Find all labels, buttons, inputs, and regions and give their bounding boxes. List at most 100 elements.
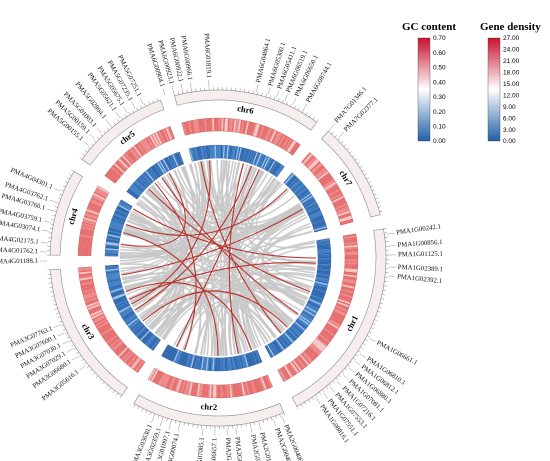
gc-bin bbox=[312, 341, 324, 352]
density-bin bbox=[150, 166, 160, 178]
gc-bin bbox=[85, 298, 99, 305]
legend-tick-label: 9.00 bbox=[503, 104, 516, 111]
ideogram-tick bbox=[156, 98, 158, 102]
gene-tick bbox=[40, 242, 48, 244]
legend-tick-label: 0.20 bbox=[433, 109, 446, 116]
gc-bin bbox=[237, 119, 242, 133]
gc-bin bbox=[342, 282, 356, 288]
density-bin bbox=[225, 145, 228, 159]
ideogram-tick bbox=[51, 295, 55, 297]
density-bin bbox=[135, 326, 146, 337]
synteny-link bbox=[120, 245, 213, 356]
gc-bin bbox=[81, 226, 95, 231]
gc-bin bbox=[275, 132, 283, 146]
gc-bin bbox=[118, 158, 129, 169]
density-bin bbox=[252, 151, 259, 165]
gene-tick bbox=[177, 424, 180, 432]
ideogram-tick bbox=[279, 414, 281, 418]
ideogram-tick bbox=[378, 206, 382, 208]
density-bin bbox=[135, 179, 147, 190]
density-bin bbox=[115, 208, 128, 216]
chromosome-label: chr1 bbox=[344, 314, 360, 333]
density-bin bbox=[281, 334, 291, 346]
synteny-link bbox=[136, 184, 183, 314]
gc-bin bbox=[236, 119, 240, 133]
gc-bin bbox=[150, 134, 159, 147]
density-bin bbox=[138, 176, 149, 187]
density-bin bbox=[235, 146, 240, 160]
ideogram-band bbox=[81, 99, 165, 166]
ideogram-tick bbox=[132, 109, 135, 113]
gc-bin bbox=[196, 119, 200, 133]
density-bin bbox=[141, 173, 152, 185]
gc-bin bbox=[95, 188, 108, 197]
density-bin bbox=[188, 148, 194, 162]
ideogram-tick bbox=[377, 311, 381, 313]
highlighted-link bbox=[200, 161, 282, 334]
gc-bin bbox=[319, 332, 332, 342]
gc-bin bbox=[335, 305, 348, 313]
density-bin bbox=[233, 146, 237, 160]
gc-bin bbox=[220, 384, 223, 398]
gc-bin bbox=[272, 131, 280, 144]
density-colorbar bbox=[487, 37, 501, 142]
density-bin bbox=[250, 352, 257, 365]
density-bin bbox=[157, 162, 166, 174]
gc-bin bbox=[82, 220, 96, 226]
ideogram-tick bbox=[305, 112, 308, 115]
density-bin bbox=[139, 175, 150, 187]
gene-tick bbox=[168, 422, 172, 430]
gc-bin bbox=[316, 337, 328, 347]
density-bin bbox=[186, 354, 192, 367]
gc-bin bbox=[215, 384, 218, 398]
gc-bin bbox=[293, 358, 303, 371]
density-bin bbox=[205, 145, 209, 159]
density-bin bbox=[230, 357, 234, 371]
gc-bin bbox=[339, 294, 353, 300]
density-bin bbox=[241, 354, 247, 368]
gc-bin bbox=[344, 244, 358, 248]
density-bin bbox=[261, 156, 269, 169]
gc-bin bbox=[104, 174, 117, 184]
density-bin bbox=[113, 213, 126, 221]
density-bin bbox=[268, 343, 277, 356]
gc-bin bbox=[86, 207, 100, 214]
density-bin bbox=[152, 165, 162, 177]
ideogram-tick bbox=[84, 150, 88, 153]
gc-bin bbox=[311, 342, 323, 353]
density-bin bbox=[134, 180, 146, 191]
ideogram-tick bbox=[54, 308, 58, 310]
ideogram-tick bbox=[128, 112, 131, 115]
density-bin bbox=[262, 157, 271, 170]
density-bin bbox=[293, 183, 305, 194]
gc-bin bbox=[330, 314, 344, 323]
gc-bin bbox=[102, 329, 115, 339]
density-bin bbox=[295, 186, 307, 197]
density-bin bbox=[158, 161, 167, 174]
gc-bin bbox=[78, 240, 92, 244]
gc-bin bbox=[239, 382, 244, 396]
density-bin bbox=[115, 210, 128, 217]
ideogram-tick bbox=[182, 90, 184, 94]
gc-bin bbox=[204, 118, 207, 132]
gc-bin bbox=[89, 200, 103, 208]
gc-bin bbox=[135, 143, 145, 156]
gc-bin bbox=[213, 118, 216, 132]
density-bin bbox=[195, 355, 200, 370]
ideogram-tick bbox=[374, 319, 378, 321]
density-bin bbox=[243, 354, 249, 368]
synteny-link bbox=[166, 173, 208, 356]
chromosome-chr3: chr3 bbox=[47, 264, 161, 399]
gc-bin bbox=[120, 348, 131, 360]
gc-bin bbox=[78, 268, 92, 271]
density-bin bbox=[174, 153, 181, 166]
density-track-outline bbox=[105, 264, 161, 351]
density-bin bbox=[317, 246, 331, 249]
gene-tick bbox=[359, 353, 366, 358]
gc-bin bbox=[181, 122, 187, 136]
ideogram-tick bbox=[382, 289, 386, 291]
density-bin bbox=[273, 164, 283, 176]
ideogram-tick bbox=[359, 165, 363, 168]
density-bin bbox=[286, 329, 297, 341]
gc-bin bbox=[343, 238, 357, 242]
